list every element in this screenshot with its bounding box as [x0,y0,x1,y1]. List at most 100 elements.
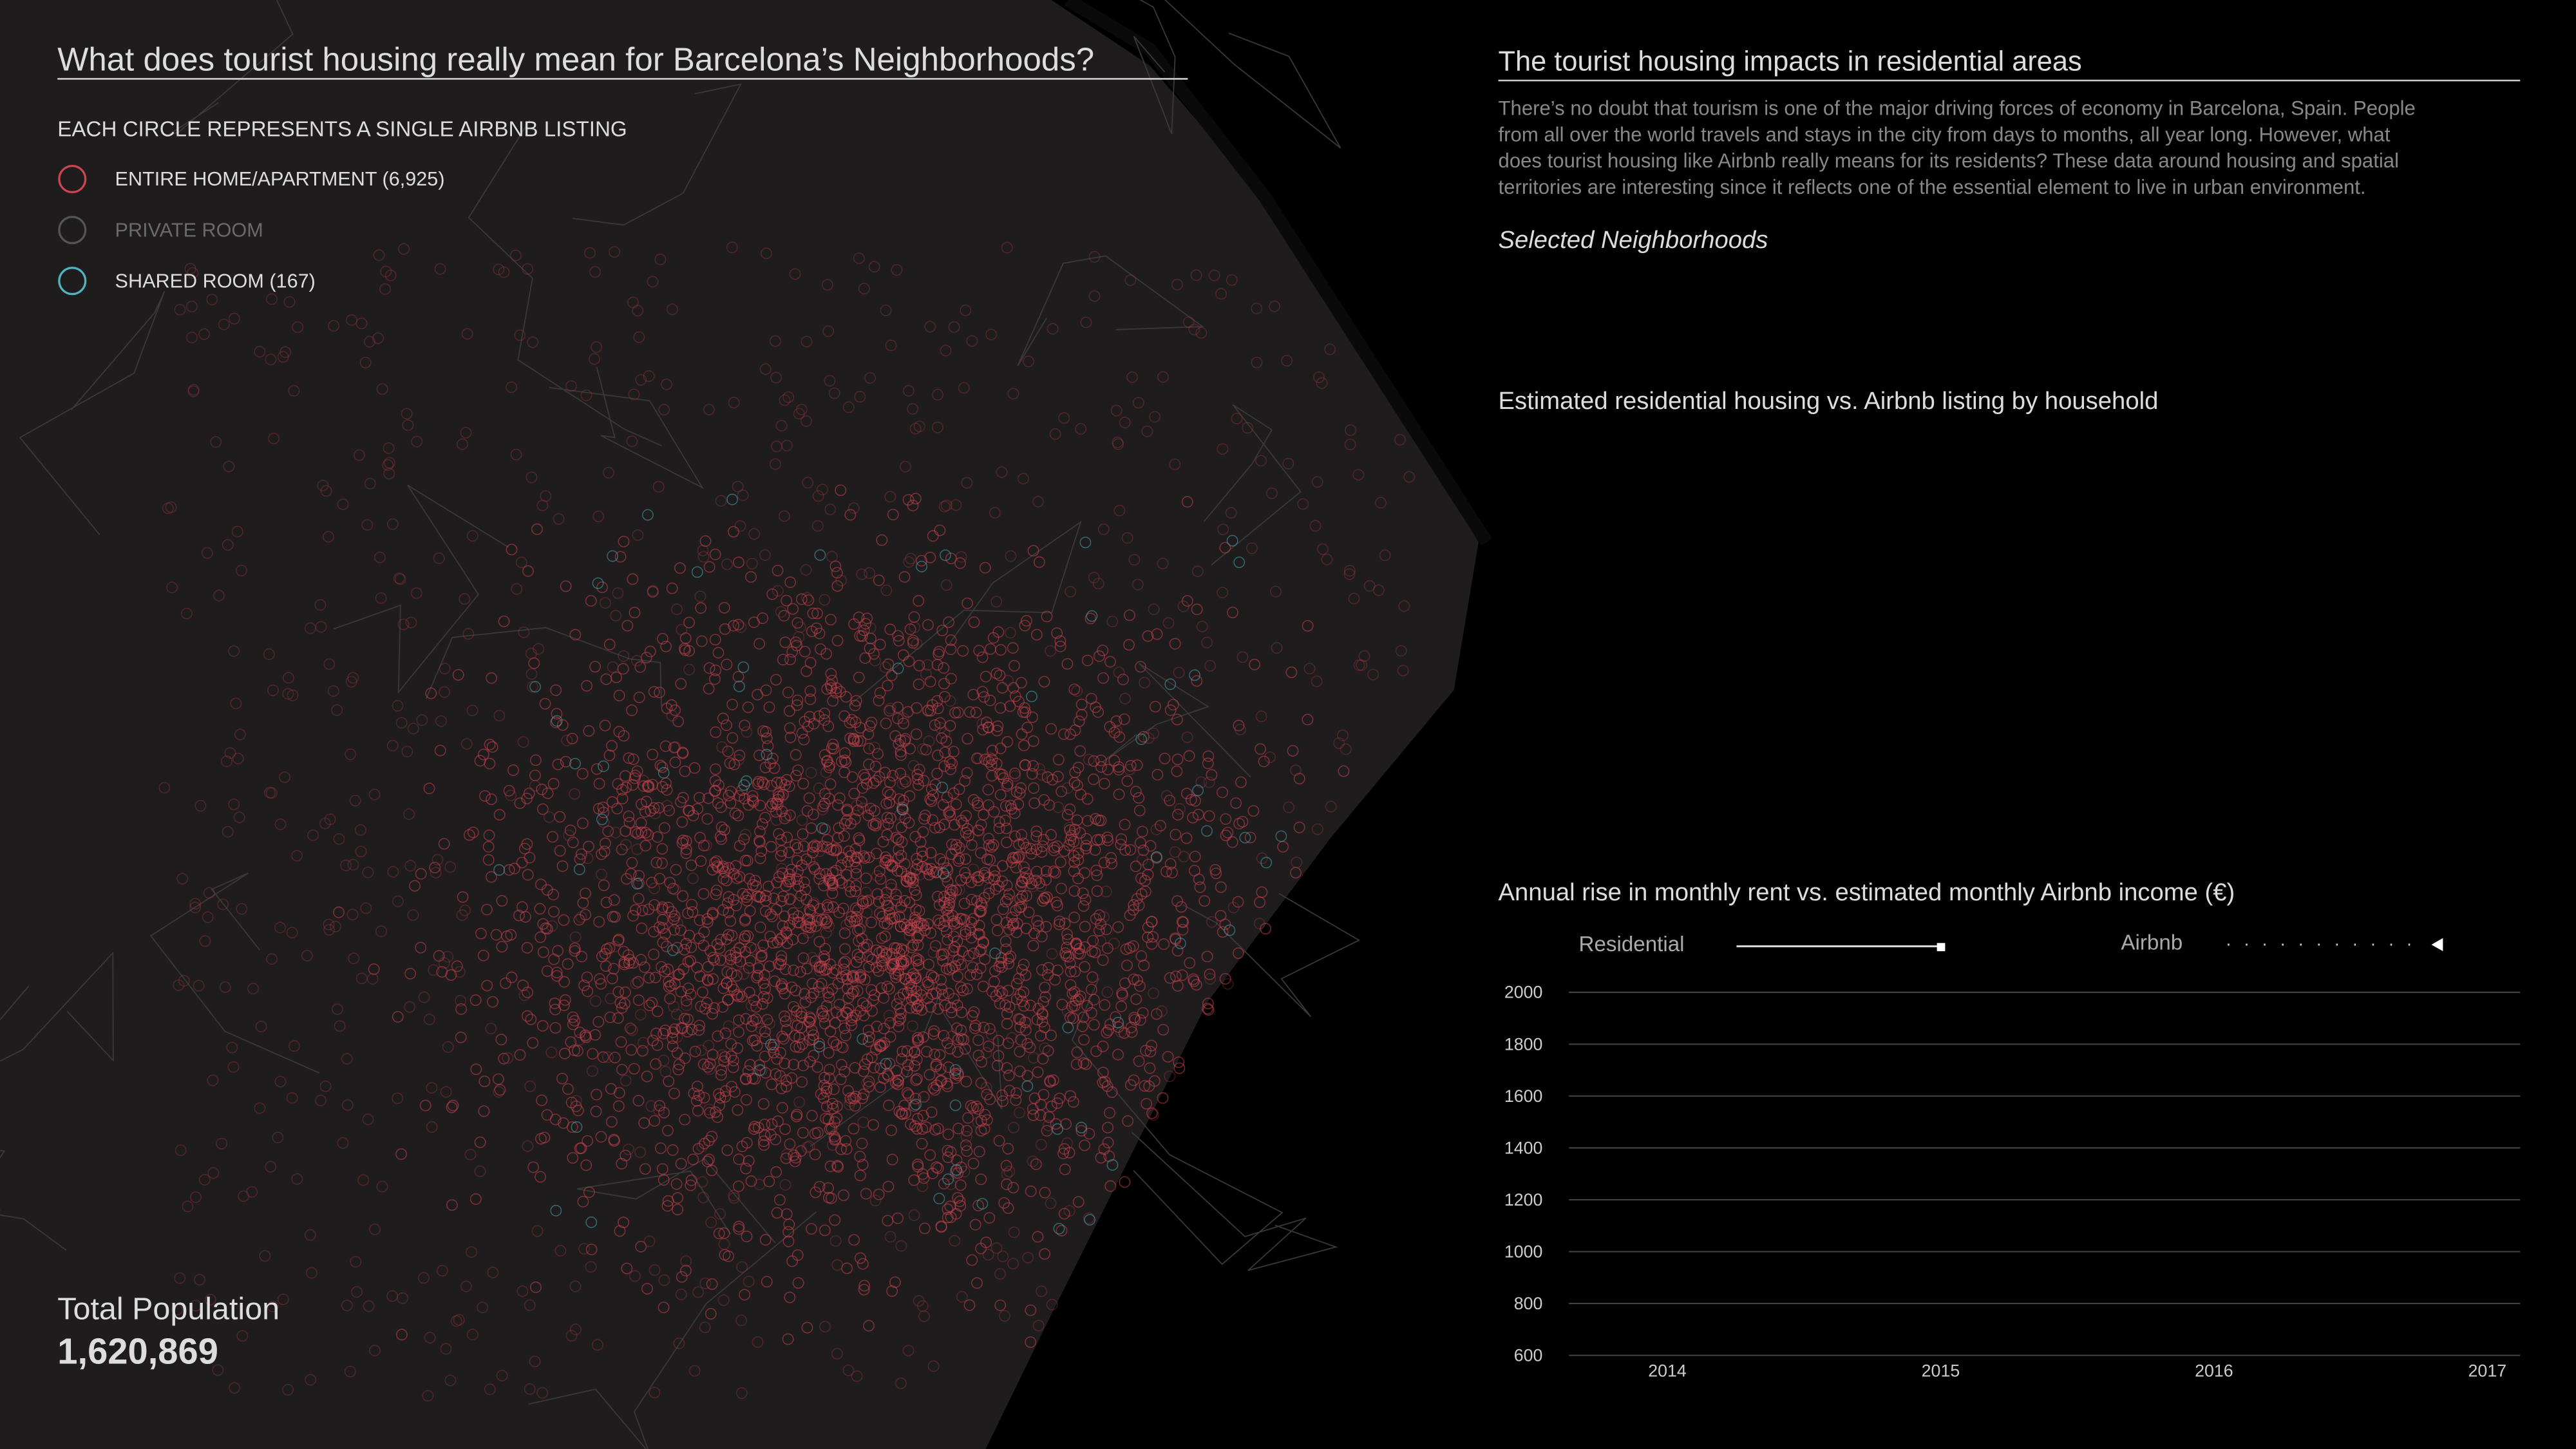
listing [925,705,936,717]
listing [522,1140,534,1152]
listing [942,1061,954,1074]
listing [695,1044,707,1056]
listing [884,623,896,636]
listing [950,799,962,811]
listing [971,968,983,980]
listing [292,321,304,333]
listing [268,432,279,444]
listing [1043,1111,1055,1123]
listing [913,764,925,775]
listing [835,1059,848,1071]
listing [1128,1074,1140,1086]
listing [882,786,894,798]
listing [904,896,916,909]
listing [621,1262,633,1274]
listing [972,1103,984,1115]
listing [675,677,687,690]
listing [1018,958,1030,971]
listing [355,824,366,836]
listing [403,808,415,820]
listing [1041,611,1053,623]
legend-label[interactable]: PRIVATE ROOM [115,219,263,241]
listing [1311,675,1323,687]
listing [745,1175,757,1188]
listing [1162,617,1175,629]
listing [661,940,672,952]
listing [903,556,915,568]
listing [781,1148,793,1160]
listing [663,1075,675,1087]
listing [210,436,222,448]
listing [837,1189,849,1201]
listing [772,564,784,576]
listing [348,952,360,965]
listing [460,738,473,750]
listing [776,1102,788,1114]
listing [583,725,595,737]
listing [738,833,750,845]
listing [1139,886,1151,898]
listing [506,381,518,393]
listing [826,1097,838,1110]
listing [912,773,924,785]
listing [1068,885,1081,897]
listing [549,1022,562,1034]
listing [685,1179,697,1191]
listing [254,1102,266,1114]
listing [528,657,540,669]
listing [869,654,881,667]
listing [947,909,958,922]
listing [861,612,873,625]
listing [925,1106,938,1118]
listing [724,949,736,961]
listing [1064,824,1076,836]
listing [775,849,787,862]
listing [916,1300,929,1312]
listing [873,865,886,877]
listing [315,1094,327,1106]
listing [648,802,660,814]
listing [1192,809,1204,820]
listing [945,1007,958,1019]
listing [701,974,714,986]
listing [658,1028,670,1039]
listing [911,638,923,650]
listing [1275,830,1287,842]
listing [777,654,789,666]
listing [1181,595,1193,607]
listing [733,556,744,569]
listing [592,802,605,815]
listing [741,1230,753,1242]
listing [691,566,703,578]
listing [854,951,866,963]
listing [498,615,510,627]
listing [835,1041,848,1053]
listing [496,1370,508,1381]
listing [763,1175,775,1188]
listing [817,484,828,496]
listing [423,782,435,795]
listing [1059,1163,1071,1175]
listing [763,701,775,714]
listing [896,1108,909,1120]
listing [942,934,954,946]
listing [1021,1080,1034,1092]
legend-label[interactable]: SHARED ROOM (167) [115,270,316,292]
listing [282,1384,294,1396]
listing [832,1160,844,1173]
listing [1086,610,1098,622]
listing [873,1188,885,1200]
listing [1001,1062,1013,1074]
listing [671,1009,683,1021]
listing [797,1038,809,1050]
listing [1233,817,1245,829]
listing [654,1100,666,1112]
listing [825,668,837,680]
listing [626,857,638,869]
legend-label[interactable]: ENTIRE HOME/APARTMENT (6,925) [115,168,445,190]
listing [1075,423,1087,435]
listing [832,799,844,811]
listing [1000,800,1012,812]
listing [813,1037,825,1050]
listing [941,791,953,803]
